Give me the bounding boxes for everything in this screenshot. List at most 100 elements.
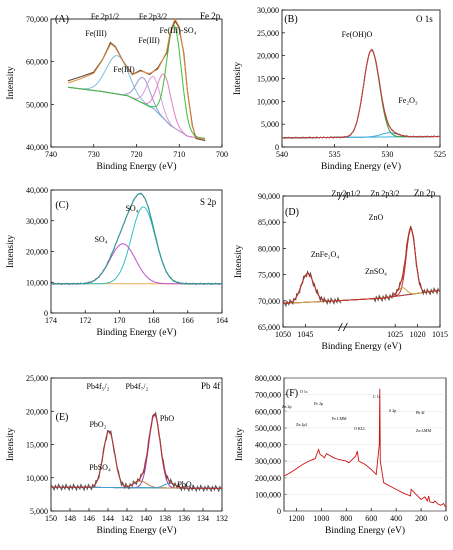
x-tick-label: 200 [415, 514, 427, 523]
y-tick-label: 20,000 [26, 407, 48, 416]
x-tick-label: 148 [64, 514, 76, 523]
y-tick-label: 90,000 [258, 192, 280, 201]
axis-break [342, 191, 348, 201]
peak-label: Fe LMM [332, 416, 347, 421]
x-tick-label: 1015 [432, 330, 448, 339]
peak-annotation: PbO [160, 414, 174, 423]
x-tick-label: 144 [102, 514, 114, 523]
peak-label: Pb 4f [416, 410, 425, 415]
x-tick-label: 730 [88, 150, 100, 159]
chart-panel-c: 0 10,000 20,000 30,000 40,000 174 172 170 168 166… [6, 186, 228, 338]
axis-break [337, 322, 343, 332]
y-tick-label: 25,000 [257, 29, 279, 38]
peak-label: C 1s [373, 394, 381, 399]
y-tick-label: 70,000 [258, 297, 280, 306]
axis-break [337, 191, 343, 201]
chart-panel-e: 5,000 10,000 15,000 20,000 25,000 150 148 146 14… [6, 374, 228, 536]
x-tick-label: 740 [45, 150, 57, 159]
peak-label: Fe 2p [314, 401, 323, 406]
x-axis-label: Binding Energy (eV) [325, 525, 405, 536]
panel-tag: Zn 2p [414, 188, 436, 198]
peak-annotation: Fe(III) [85, 29, 107, 38]
peak-annotation: Pb4f₇/₂ [126, 382, 149, 391]
y-tick-label: 20,000 [26, 248, 48, 257]
y-tick-label: 20,000 [257, 52, 279, 61]
peak-annotation: Fe(III) [138, 36, 160, 45]
fit-envelope [51, 193, 222, 285]
y-tick-label: 700,000 [255, 391, 281, 400]
peak-annotation: Pb4f₅/₂ [87, 382, 110, 391]
x-axis-label: Binding Energy (eV) [96, 525, 176, 536]
x-tick-label: 1200 [288, 514, 304, 523]
x-tick-label: 0 [444, 514, 448, 523]
y-tick-label: 10,000 [26, 474, 48, 483]
chart-panel-a: 40,000 50,000 60,000 70,000 740 730 720 710 700 B… [6, 11, 228, 172]
x-tick-label: 168 [148, 316, 160, 325]
x-tick-label: 530 [381, 150, 393, 159]
y-tick-label: 5,000 [30, 507, 48, 516]
y-tick-label: 200,000 [255, 474, 281, 483]
x-tick-label: 700 [216, 150, 228, 159]
chart-panel-b: 0 5,000 10,000 15,000 20,000 25,000 30,000 540 5… [233, 6, 446, 172]
x-tick-label: 600 [365, 514, 377, 523]
peak-label: O 1s [300, 389, 308, 394]
y-axis-label: Intensity [6, 66, 16, 99]
x-tick-label: 400 [390, 514, 402, 523]
y-tick-label: 10,000 [257, 97, 279, 106]
y-axis-label: Intensity [6, 235, 16, 268]
panel-letter: (C) [55, 200, 68, 211]
peak-annotation: Fe₂O₃ [398, 96, 418, 105]
x-tick-label: 1050 [275, 330, 291, 339]
fit-envelope [51, 413, 222, 489]
axis-break [342, 322, 348, 332]
x-axis-label: Binding Energy (eV) [321, 161, 401, 172]
peak-label: S 2p [389, 408, 396, 413]
x-tick-label: 134 [197, 514, 209, 523]
peak-label: Zn 2p [282, 404, 291, 409]
x-tick-label: 1020 [410, 330, 426, 339]
peak-annotation: Fe(III)-SO₄ [160, 26, 197, 35]
fit-envelope [67, 17, 205, 140]
x-tick-label: 1000 [313, 514, 329, 523]
x-tick-label: 1045 [297, 330, 313, 339]
x-tick-label: 525 [434, 150, 446, 159]
peak-annotation: Fe(OH)O [342, 30, 373, 39]
y-tick-label: 85,000 [258, 218, 280, 227]
x-axis-label: Binding Energy (eV) [96, 161, 176, 172]
x-tick-label: 1025 [387, 330, 403, 339]
y-tick-label: 75,000 [258, 271, 280, 280]
x-tick-label: 720 [131, 150, 143, 159]
y-axis-label: Intensity [234, 245, 244, 278]
fit-envelope [282, 226, 441, 304]
x-tick-label: 136 [178, 514, 190, 523]
y-tick-label: 15,000 [257, 75, 279, 84]
peak-annotation: PbO₂ [177, 480, 194, 489]
y-tick-label: 60,000 [26, 58, 48, 67]
panel-letter: (D) [285, 207, 299, 218]
peak-annotation: ZnSO₄ [365, 267, 387, 276]
y-tick-label: 30,000 [26, 217, 48, 226]
panel-letter: (E) [56, 412, 69, 423]
y-tick-label: 15,000 [26, 441, 48, 450]
panel-tag: Fe 2p [200, 11, 221, 21]
x-tick-label: 540 [276, 150, 288, 159]
plot-frame [282, 195, 441, 328]
peak-label: Zn 2p1 [296, 422, 307, 427]
peak-annotation: Zn 2p1/2 [331, 189, 360, 198]
y-tick-label: 300,000 [255, 457, 281, 466]
y-tick-label: 10,000 [26, 278, 48, 287]
peak-annotation: PbSO₄ [89, 463, 111, 472]
peak-annotation: Fe(III) [113, 65, 135, 74]
peak-label: Zn LMM [416, 428, 431, 433]
x-tick-label: 150 [45, 514, 57, 523]
y-tick-label: 0 [277, 507, 281, 516]
x-tick-label: 800 [340, 514, 352, 523]
x-tick-label: 172 [79, 316, 91, 325]
peak-annotation: Fe 2p1/2 [91, 12, 119, 21]
component-peak [68, 24, 205, 139]
x-tick-label: 170 [113, 316, 125, 325]
panel-letter: (B) [284, 14, 297, 25]
x-tick-label: 535 [329, 150, 341, 159]
y-tick-label: 30,000 [257, 6, 279, 15]
y-tick-label: 0 [275, 143, 279, 152]
